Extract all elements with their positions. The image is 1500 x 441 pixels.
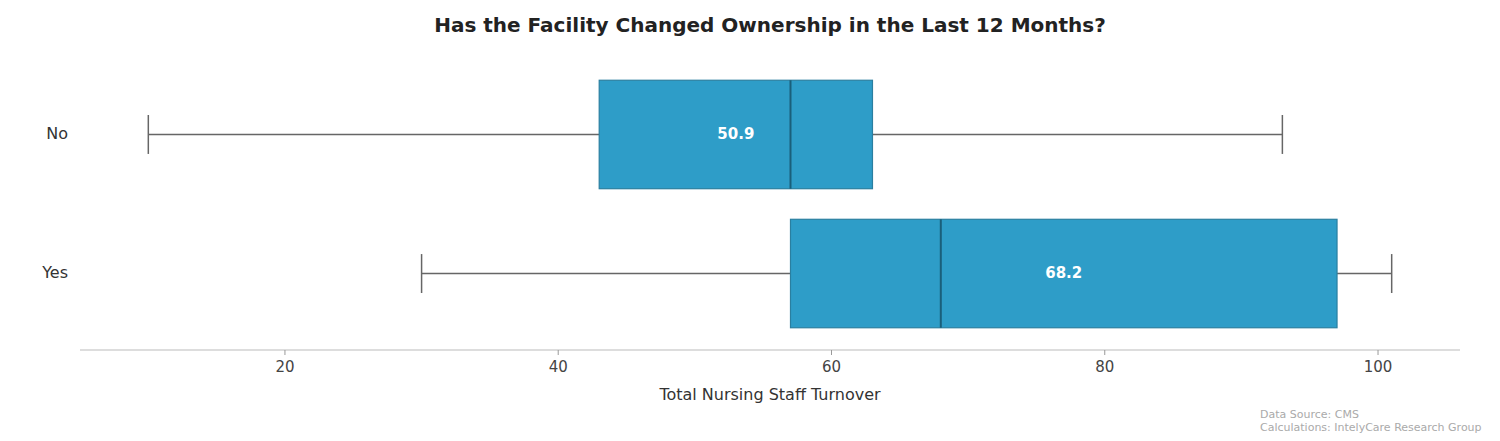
x-tick xyxy=(831,350,832,355)
plot-area xyxy=(148,80,1391,328)
annotation-line: Calculations: IntelyCare Research Group xyxy=(1260,421,1482,434)
whisker-high xyxy=(1337,273,1392,275)
x-tick-label: 80 xyxy=(1095,358,1114,376)
x-tick xyxy=(558,350,559,355)
x-tick-label: 100 xyxy=(1364,358,1393,376)
whisker-cap-low xyxy=(148,115,150,154)
y-tick-label: Yes xyxy=(41,263,68,282)
x-tick xyxy=(284,350,285,355)
data-label: 50.9 xyxy=(717,125,754,143)
data-label: 68.2 xyxy=(1045,264,1082,282)
annotation-line: Data Source: CMS xyxy=(1260,408,1359,421)
whisker-low xyxy=(148,134,599,136)
x-tick-label: 20 xyxy=(275,358,294,376)
x-tick xyxy=(1104,350,1105,355)
y-tick-label: No xyxy=(46,124,68,143)
median xyxy=(940,219,942,327)
x-tick-label: 40 xyxy=(549,358,568,376)
chart: Has the Facility Changed Ownership in th… xyxy=(0,0,1500,441)
x-axis-line xyxy=(80,350,1460,351)
whisker-high xyxy=(872,134,1282,136)
x-axis-label: Total Nursing Staff Turnover xyxy=(658,385,881,404)
box xyxy=(790,219,1337,327)
box xyxy=(599,80,872,188)
x-tick xyxy=(1378,350,1379,355)
title: Has the Facility Changed Ownership in th… xyxy=(434,13,1106,37)
median xyxy=(789,80,791,188)
x-tick-label: 60 xyxy=(822,358,841,376)
whisker-cap-low xyxy=(421,254,423,293)
whisker-cap-high xyxy=(1282,115,1284,154)
whisker-low xyxy=(422,273,791,275)
whisker-cap-high xyxy=(1391,254,1393,293)
annotation: Data Source: CMSCalculations: IntelyCare… xyxy=(1260,408,1482,434)
